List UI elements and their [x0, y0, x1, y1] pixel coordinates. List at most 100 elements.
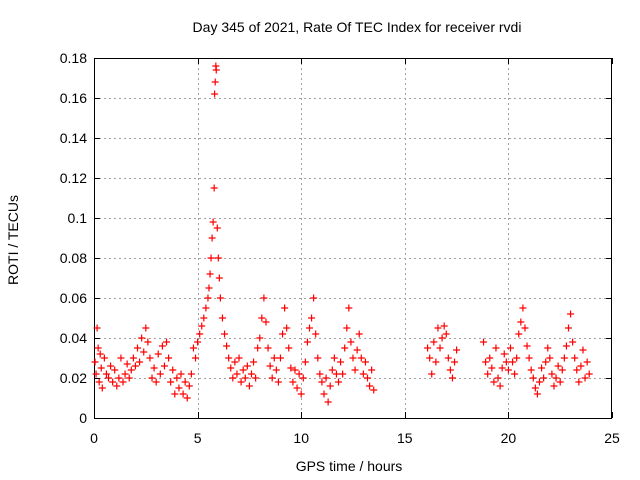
data-point [359, 370, 367, 378]
data-point [432, 358, 440, 366]
x-tick-label: 20 [501, 430, 517, 446]
data-point [339, 370, 347, 378]
data-point [428, 370, 436, 378]
data-point [533, 390, 541, 398]
data-point [117, 354, 125, 362]
data-point [204, 294, 212, 302]
data-point [330, 354, 338, 362]
data-point [208, 234, 216, 242]
data-point [370, 386, 378, 394]
data-point [287, 364, 295, 372]
data-point [167, 378, 175, 386]
data-point [113, 382, 121, 390]
data-point [111, 366, 119, 374]
data-point [430, 338, 438, 346]
data-point [196, 330, 204, 338]
data-point [301, 358, 309, 366]
data-point [148, 374, 156, 382]
data-point [258, 314, 266, 322]
data-point [95, 378, 103, 386]
data-point [368, 366, 376, 374]
data-point [521, 324, 529, 332]
data-point [556, 378, 564, 386]
data-point [144, 338, 152, 346]
data-point [279, 330, 287, 338]
data-point [351, 366, 359, 374]
data-point [223, 342, 231, 350]
data-point [260, 294, 268, 302]
data-point [98, 384, 106, 392]
data-point [525, 354, 533, 362]
data-point [347, 338, 355, 346]
data-point [221, 330, 229, 338]
data-point [146, 354, 154, 362]
tick-layer [94, 58, 613, 419]
data-point [96, 350, 104, 358]
data-point [341, 344, 349, 352]
data-point [160, 362, 168, 370]
data-point [482, 358, 490, 366]
data-point [552, 374, 560, 382]
y-tick-label: 0.08 [60, 250, 87, 266]
data-point [173, 374, 181, 382]
x-axis-title: GPS time / hours [296, 458, 403, 474]
data-point [297, 390, 305, 398]
data-point [138, 334, 146, 342]
data-point [328, 366, 336, 374]
data-point [492, 344, 500, 352]
x-tick-label: 10 [293, 430, 309, 446]
x-tick-label: 25 [604, 430, 620, 446]
data-point [175, 384, 183, 392]
data-point [194, 338, 202, 346]
data-point [202, 304, 210, 312]
data-point [142, 324, 150, 332]
data-point [424, 344, 432, 352]
data-point [211, 90, 219, 98]
data-point [179, 390, 187, 398]
data-point [229, 374, 237, 382]
data-point [291, 366, 299, 374]
data-point [540, 374, 548, 382]
data-point [150, 364, 158, 372]
y-tick-label: 0.12 [60, 170, 87, 186]
data-point [212, 66, 220, 74]
grid-layer [94, 58, 612, 418]
data-point [171, 390, 179, 398]
data-point [177, 370, 185, 378]
data-point [100, 354, 108, 362]
data-point [583, 358, 591, 366]
data-point [247, 370, 255, 378]
data-point [245, 382, 253, 390]
data-point [156, 370, 164, 378]
y-tick-label: 0.04 [60, 330, 87, 346]
data-point [92, 370, 100, 378]
data-point [250, 358, 258, 366]
data-point [562, 342, 570, 350]
data-point [241, 374, 249, 382]
data-point [281, 304, 289, 312]
plot-frame [94, 58, 612, 419]
data-point [318, 378, 326, 386]
data-point [239, 366, 247, 374]
data-point [231, 358, 239, 366]
data-point [438, 334, 446, 342]
data-point [531, 384, 539, 392]
data-point [121, 370, 129, 378]
data-point [577, 362, 585, 370]
x-tick-label: 15 [397, 430, 413, 446]
y-tick-label: 0 [79, 410, 87, 426]
data-point [486, 354, 494, 362]
data-point [490, 378, 498, 386]
data-point [560, 354, 568, 362]
data-point [357, 354, 365, 362]
data-point [326, 382, 334, 390]
data-point [211, 78, 219, 86]
data-point [131, 362, 139, 370]
data-point [349, 354, 357, 362]
data-point [558, 366, 566, 374]
data-point [527, 366, 535, 374]
data-point [322, 374, 330, 382]
data-point [320, 390, 328, 398]
x-tick-label: 5 [194, 430, 202, 446]
x-tick-labels: 0 5 10 15 20 25 [90, 430, 620, 446]
